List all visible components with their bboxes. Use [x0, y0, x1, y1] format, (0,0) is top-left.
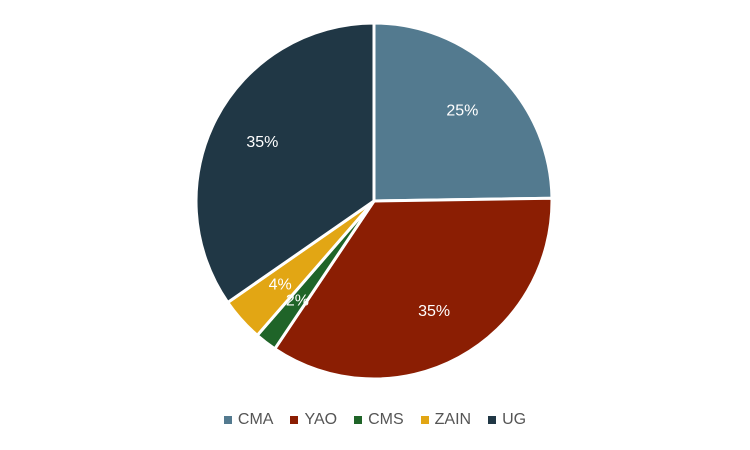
data-label-yao: 35%	[418, 303, 450, 320]
pie-slice-yao	[272, 196, 554, 381]
pie-slice-ug	[194, 21, 376, 305]
legend-swatch-cms	[354, 416, 363, 424]
legend-swatch-yao	[290, 416, 299, 424]
legend: CMA YAO CMS ZAIN UG	[0, 408, 750, 432]
legend-swatch-ug	[488, 416, 497, 424]
legend-label-yao: YAO	[304, 411, 338, 428]
legend-item-cma: CMA	[223, 411, 274, 429]
data-label-zain: 4%	[269, 277, 292, 294]
pie-data-labels: 25% 35% 2%4% 35%	[246, 103, 478, 321]
pie-slice-cma	[372, 21, 554, 203]
legend-item-zain: ZAIN	[420, 411, 472, 429]
legend-label-cms: CMS	[368, 411, 404, 428]
legend-swatch-cma	[223, 416, 232, 424]
data-label-cms: 2%	[286, 293, 309, 310]
data-label-cma: 25%	[446, 103, 478, 120]
legend-label-ug: UG	[502, 411, 527, 428]
legend-swatch-zain	[420, 416, 429, 424]
legend-item-ug: UG	[488, 411, 526, 429]
data-label-ug: 35%	[246, 134, 278, 151]
legend-item-cms: CMS	[354, 411, 404, 429]
legend-item-yao: YAO	[290, 411, 337, 429]
legend-label-cma: CMA	[237, 411, 274, 428]
legend-label-zain: ZAIN	[434, 411, 472, 428]
pie-slices	[194, 21, 554, 381]
